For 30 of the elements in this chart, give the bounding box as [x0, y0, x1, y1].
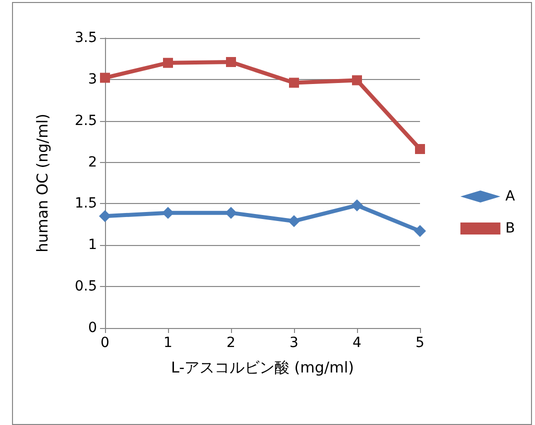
y-tick-label: 1.5 — [74, 196, 97, 212]
y-tick-label: 2 — [88, 154, 97, 170]
y-tick-label: 3 — [88, 71, 97, 88]
y-tick-label: 1 — [88, 237, 97, 254]
point — [162, 206, 174, 219]
x-tick-label: 5 — [416, 335, 424, 351]
point — [352, 75, 362, 86]
legend-label: A — [505, 188, 516, 204]
point — [99, 210, 111, 222]
y-tick-label: 0 — [88, 320, 97, 336]
y-tick-label: 0.5 — [74, 278, 97, 295]
point — [226, 57, 236, 68]
x-tick-label: 3 — [290, 335, 298, 351]
x-tick-label: 0 — [100, 335, 110, 351]
point — [414, 225, 426, 238]
x-axis-title: L-アスコルビン酸 (mg/ml) — [171, 358, 354, 376]
y-tick-label: 2.5 — [74, 112, 97, 129]
point — [415, 144, 425, 154]
x-tick-label: 1 — [164, 335, 172, 351]
point — [288, 215, 300, 228]
point — [351, 199, 363, 212]
y-axis-title: human OC (ng/ml) — [34, 114, 52, 252]
point — [289, 78, 299, 88]
legend-label: B — [505, 220, 516, 236]
x-tick-label: 2 — [226, 335, 236, 351]
point — [100, 72, 110, 83]
y-tick-label: 3.5 — [74, 30, 97, 46]
x-tick-label: 4 — [352, 335, 362, 351]
point — [225, 206, 237, 219]
point — [163, 58, 173, 68]
